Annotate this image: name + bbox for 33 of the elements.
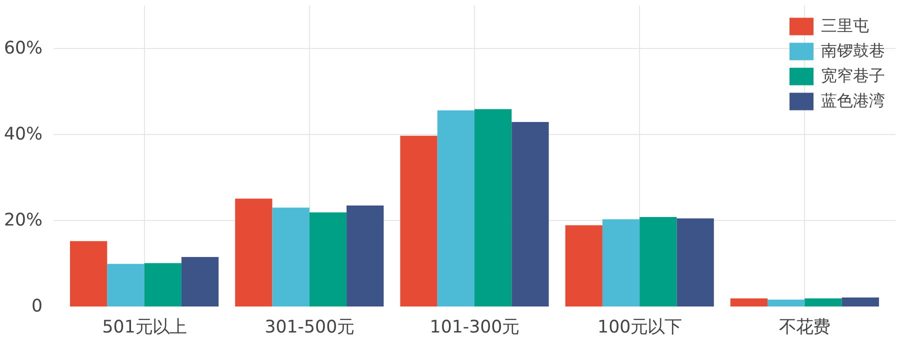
bar <box>640 217 677 306</box>
bar <box>346 205 384 306</box>
bar <box>804 298 842 306</box>
legend-label: 蓝色港湾 <box>821 90 885 112</box>
bar <box>474 109 512 306</box>
bar <box>70 241 108 306</box>
bar <box>144 263 182 306</box>
x-tick-label: 不花费 <box>779 318 830 338</box>
y-tick-label: 0 <box>31 296 43 316</box>
y-tick-label: 20% <box>4 210 42 230</box>
bar <box>181 257 219 306</box>
bar <box>842 297 879 306</box>
bar <box>400 136 438 306</box>
bar <box>602 219 640 306</box>
x-tick-label: 100元以下 <box>598 318 682 338</box>
y-tick-label: 60% <box>4 38 42 58</box>
bar <box>730 298 768 306</box>
y-tick-label: 40% <box>4 124 42 144</box>
x-tick-label: 101-300元 <box>430 318 520 338</box>
bar <box>272 208 310 306</box>
bar <box>437 110 474 306</box>
x-tick-label: 301-500元 <box>264 318 354 338</box>
bar <box>565 225 602 306</box>
legend-label: 宽窄巷子 <box>821 66 885 86</box>
bar <box>309 212 347 306</box>
bar <box>107 264 144 306</box>
legend-label: 三里屯 <box>821 16 869 36</box>
bar <box>512 122 549 306</box>
bar <box>768 300 805 306</box>
bar <box>235 198 272 306</box>
bar <box>676 218 714 306</box>
x-tick-label: 501元以上 <box>102 318 186 338</box>
legend-label: 南锣鼓巷 <box>821 40 885 62</box>
